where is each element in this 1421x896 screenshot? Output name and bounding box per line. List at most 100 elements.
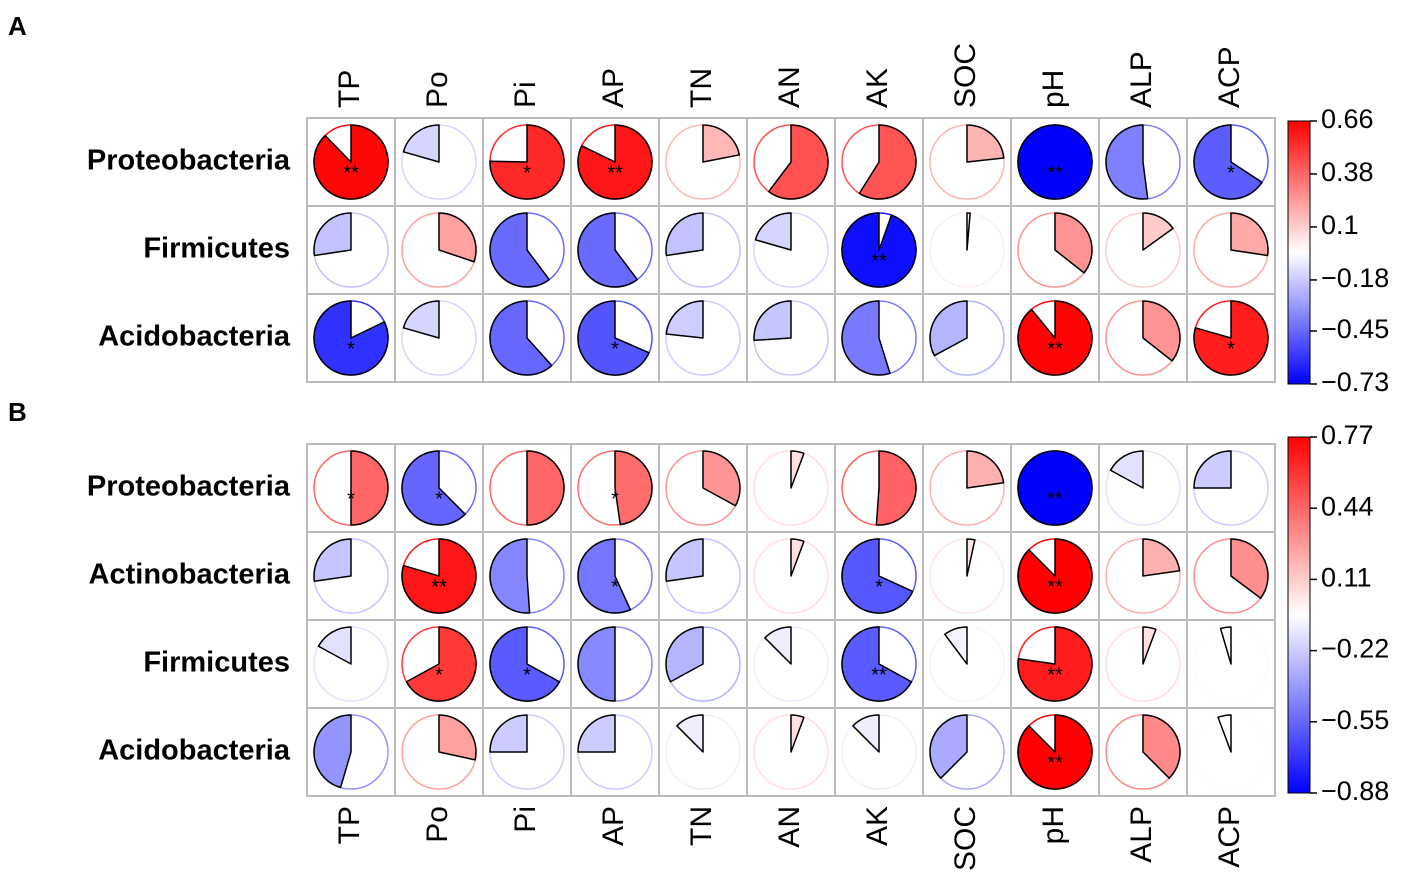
significance-mark: ** (871, 250, 887, 272)
pie-wedge (767, 124, 829, 200)
panel-label: A (8, 11, 27, 41)
colorbar-tick-label: −0.88 (1321, 776, 1389, 806)
pie-wedge (438, 714, 477, 761)
pie-wedge (1142, 626, 1157, 665)
pie-wedge (313, 212, 352, 257)
pie-wedge (438, 212, 477, 263)
pie-wedge (966, 450, 1005, 489)
row-label: Acidobacteria (98, 735, 291, 767)
pie-wedge (577, 124, 653, 200)
pie-wedge (405, 626, 477, 702)
pie-wedge (754, 212, 792, 251)
pie-wedge (1230, 538, 1269, 599)
pie-wedge (489, 626, 561, 702)
pie-wedge (577, 714, 616, 753)
pie-wedge (665, 300, 704, 339)
pie-wedge (929, 714, 968, 779)
pie-wedge (841, 212, 917, 288)
colorbar-tick-label: 0.77 (1321, 420, 1374, 450)
significance-mark: * (611, 338, 619, 360)
column-label: Po (421, 71, 454, 108)
column-label: SOC (949, 43, 982, 108)
pie-wedge (841, 538, 914, 614)
cell (1186, 707, 1276, 797)
pie-wedge (841, 626, 913, 702)
significance-mark: * (875, 576, 883, 598)
column-label: TP (333, 806, 366, 844)
pie-wedge (702, 124, 741, 163)
pie-wedge (858, 124, 917, 200)
column-label: SOC (949, 806, 982, 871)
pie-wedge (313, 300, 389, 376)
row-label: Acidobacteria (98, 321, 291, 353)
pie-wedge (702, 450, 741, 507)
pie-wedge (1193, 450, 1232, 489)
pie-wedge (875, 450, 917, 526)
pie-wedge (665, 212, 704, 257)
colorbar-tick-label: −0.55 (1321, 705, 1389, 735)
significance-mark: ** (431, 576, 447, 598)
pie-wedge (753, 300, 792, 342)
colorbar-tick-label: 0.1 (1321, 210, 1359, 240)
column-label: AP (597, 806, 630, 846)
pie-wedge (966, 124, 1005, 163)
pie-wedge (966, 538, 976, 577)
significance-mark: * (347, 338, 355, 360)
significance-mark: ** (1047, 162, 1063, 184)
pie-wedge (489, 124, 565, 200)
panel-label: B (8, 397, 27, 427)
colorbar-tick-label: −0.18 (1321, 263, 1389, 293)
colorbar-tick-label: −0.73 (1321, 367, 1389, 397)
pie-wedge (317, 626, 352, 665)
column-label: TN (685, 68, 718, 108)
column-label: ACP (1213, 806, 1246, 868)
significance-mark: ** (1047, 338, 1063, 360)
pie-wedge (577, 300, 650, 376)
column-label: pH (1037, 70, 1070, 108)
pie-wedge (1193, 124, 1263, 200)
column-label: AK (861, 806, 894, 846)
pie-wedge (665, 626, 704, 683)
significance-mark: * (523, 664, 531, 686)
significance-mark: ** (1047, 576, 1063, 598)
column-label: ACP (1213, 46, 1246, 108)
pie-wedge (1193, 300, 1269, 376)
pie-wedge (1017, 300, 1093, 376)
column-label: Pi (509, 806, 542, 833)
pie-wedge (577, 626, 616, 702)
pie-wedge (764, 626, 792, 665)
pie-wedge (1217, 714, 1232, 753)
significance-mark: * (611, 488, 619, 510)
pie-wedge (313, 714, 352, 789)
column-label: pH (1037, 806, 1070, 844)
pie-wedge (489, 714, 528, 753)
pie-wedge (790, 538, 805, 577)
significance-mark: ** (871, 664, 887, 686)
row-label: Actinobacteria (89, 559, 291, 591)
row-label: Proteobacteria (87, 145, 291, 177)
pie-wedge (489, 212, 551, 288)
pie-wedge (1109, 450, 1144, 489)
column-label: AK (861, 68, 894, 108)
significance-mark: * (435, 488, 443, 510)
pie-wedge (1230, 212, 1269, 257)
significance-mark: * (435, 664, 443, 686)
row-label: Proteobacteria (87, 471, 291, 503)
pie-wedge (841, 300, 891, 376)
pie-wedge (1219, 626, 1232, 665)
pie-wedge (1142, 538, 1181, 577)
pie-wedge (577, 538, 632, 614)
significance-mark: * (347, 488, 355, 510)
pie-wedge (676, 714, 704, 753)
pie-wedge (526, 450, 565, 526)
column-label: AN (773, 66, 806, 108)
pie-wedge (313, 538, 352, 583)
pie-wedge (402, 124, 440, 163)
significance-mark: ** (1047, 488, 1063, 510)
colorbar (1287, 120, 1311, 385)
significance-mark: ** (1047, 752, 1063, 774)
pie-wedge (402, 300, 440, 339)
pie-wedge (577, 212, 639, 288)
pie-wedge (489, 300, 553, 376)
